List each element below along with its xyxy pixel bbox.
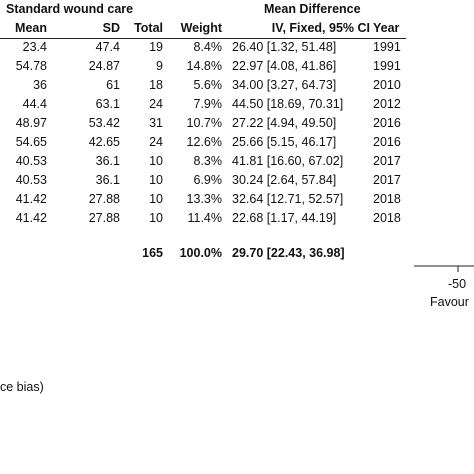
row-1-mean: 23.4 bbox=[22, 40, 47, 54]
footnote: ce bias) bbox=[0, 380, 44, 394]
col-header-mean: Mean bbox=[15, 21, 47, 35]
row-10-sd: 27.88 bbox=[88, 211, 120, 225]
row-1-ci: 26.40 [1.32, 51.48] bbox=[232, 40, 337, 54]
total-weight: 100.0% bbox=[179, 246, 222, 260]
row-1-total: 19 bbox=[149, 40, 163, 54]
row-2-total: 9 bbox=[156, 59, 163, 73]
row-2-ci: 22.97 [4.08, 41.86] bbox=[232, 59, 337, 73]
row-10-total: 10 bbox=[149, 211, 163, 225]
row-7-total: 10 bbox=[149, 154, 163, 168]
row-6-ci: 25.66 [5.15, 46.17] bbox=[232, 135, 337, 149]
row-6-sd: 42.65 bbox=[88, 135, 120, 149]
row-5-weight: 10.7% bbox=[186, 116, 222, 130]
col-header-total: Total bbox=[134, 21, 163, 35]
col-header-weight: Weight bbox=[180, 21, 222, 35]
row-3-total: 18 bbox=[149, 78, 163, 92]
row-10-ci: 22.68 [1.17, 44.19] bbox=[232, 211, 337, 225]
row-4-year: 2012 bbox=[373, 97, 401, 111]
row-8-weight: 6.9% bbox=[193, 173, 223, 187]
row-3-ci: 34.00 [3.27, 64.73] bbox=[232, 78, 337, 92]
effect-header: Mean Difference bbox=[264, 2, 361, 16]
row-9-mean: 41.42 bbox=[15, 192, 47, 206]
row-10-weight: 11.4% bbox=[187, 211, 222, 225]
row-5-ci: 27.22 [4.94, 49.50] bbox=[232, 116, 337, 130]
row-9-ci: 32.64 [12.71, 52.57] bbox=[232, 192, 344, 206]
row-1-year: 1991 bbox=[373, 40, 401, 54]
row-8-ci: 30.24 [2.64, 57.84] bbox=[232, 173, 337, 187]
row-6-weight: 12.6% bbox=[186, 135, 222, 149]
row-7-weight: 8.3% bbox=[193, 154, 223, 168]
row-5-mean: 48.97 bbox=[15, 116, 47, 130]
header-rule bbox=[0, 38, 406, 39]
row-6-total: 24 bbox=[149, 135, 163, 149]
group-header: Standard wound care bbox=[6, 2, 134, 16]
row-3-year: 2010 bbox=[373, 78, 401, 92]
row-2-weight: 14.8% bbox=[186, 59, 222, 73]
row-6-mean: 54.65 bbox=[15, 135, 47, 149]
row-4-weight: 7.9% bbox=[193, 97, 223, 111]
row-8-sd: 36.1 bbox=[95, 173, 120, 187]
row-1-sd: 47.4 bbox=[95, 40, 120, 54]
row-9-weight: 13.3% bbox=[186, 192, 222, 206]
row-5-total: 31 bbox=[149, 116, 163, 130]
row-7-year: 2017 bbox=[373, 154, 401, 168]
row-2-year: 1991 bbox=[373, 59, 401, 73]
total-participants: 165 bbox=[142, 246, 163, 260]
row-4-sd: 63.1 bbox=[95, 97, 120, 111]
row-4-total: 24 bbox=[149, 97, 163, 111]
row-9-sd: 27.88 bbox=[88, 192, 120, 206]
col-header-sd: SD bbox=[102, 21, 120, 35]
row-7-ci: 41.81 [16.60, 67.02] bbox=[232, 154, 344, 168]
row-1-weight: 8.4% bbox=[193, 40, 223, 54]
row-5-year: 2016 bbox=[373, 116, 401, 130]
total-effect-ci: 29.70 [22.43, 36.98] bbox=[232, 246, 345, 260]
row-3-mean: 36 bbox=[33, 78, 47, 92]
col-header-year: Year bbox=[373, 21, 400, 35]
row-9-year: 2018 bbox=[373, 192, 401, 206]
row-6-year: 2016 bbox=[373, 135, 401, 149]
row-4-ci: 44.50 [18.69, 70.31] bbox=[232, 97, 344, 111]
row-8-total: 10 bbox=[149, 173, 163, 187]
row-3-weight: 5.6% bbox=[193, 78, 223, 92]
row-9-total: 10 bbox=[149, 192, 163, 206]
axis-tick-label: -50 bbox=[448, 277, 467, 291]
row-8-year: 2017 bbox=[373, 173, 401, 187]
row-10-mean: 41.42 bbox=[15, 211, 47, 225]
row-3-sd: 61 bbox=[106, 78, 120, 92]
favours-label: Favour bbox=[430, 295, 469, 309]
row-4-mean: 44.4 bbox=[22, 97, 47, 111]
row-2-sd: 24.87 bbox=[88, 59, 120, 73]
row-7-mean: 40.53 bbox=[15, 154, 47, 168]
col-header-ci: IV, Fixed, 95% CI bbox=[271, 21, 370, 35]
row-10-year: 2018 bbox=[373, 211, 401, 225]
row-5-sd: 53.42 bbox=[88, 116, 120, 130]
row-8-mean: 40.53 bbox=[15, 173, 47, 187]
row-7-sd: 36.1 bbox=[95, 154, 120, 168]
row-2-mean: 54.78 bbox=[15, 59, 47, 73]
